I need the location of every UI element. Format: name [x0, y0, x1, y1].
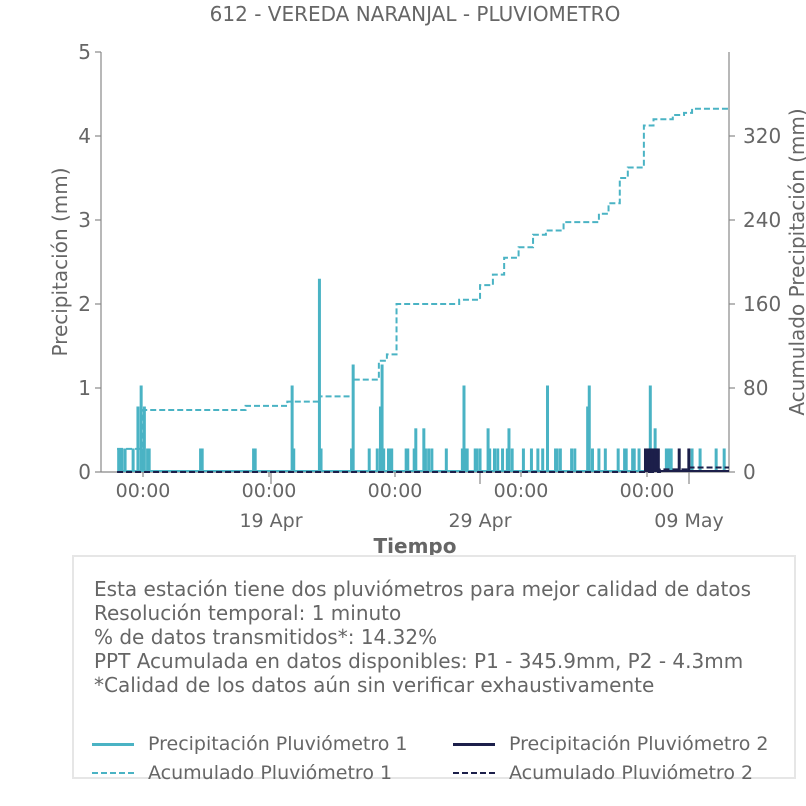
- x-axis-label: Tiempo: [374, 534, 457, 558]
- y-tick-label-left: 2: [78, 292, 91, 316]
- legend-item-acc2[interactable]: Acumulado Pluviómetro 2: [453, 759, 783, 787]
- legend-swatch-p2: [453, 743, 495, 746]
- y-tick-label-right: 240: [743, 208, 781, 232]
- y-tick-label-left: 4: [78, 124, 91, 148]
- info-line-transmitted: % de datos transmitidos*: 14.32%: [94, 625, 438, 649]
- x-tick-label-date: 09 May: [654, 510, 724, 532]
- chart-title: 612 - VEREDA NARANJAL - PLUVIOMETRO: [210, 2, 621, 26]
- accumulated-line-2: [117, 466, 729, 473]
- y-tick-label-right: 160: [743, 292, 781, 316]
- y-axis-left-label: Precipitación (mm): [48, 167, 72, 356]
- info-line-resolution: Resolución temporal: 1 minuto: [94, 601, 402, 625]
- y-tick-label-right: 0: [743, 460, 756, 484]
- y-tick-label-right: 320: [743, 124, 781, 148]
- y-tick-label-left: 3: [78, 208, 91, 232]
- legend-swatch-p1: [92, 743, 134, 746]
- legend-label-acc2: Acumulado Pluviómetro 2: [509, 762, 754, 784]
- legend-label-acc1: Acumulado Pluviómetro 1: [148, 762, 393, 784]
- y-tick-label-left: 1: [78, 376, 91, 400]
- legend-item-p1[interactable]: Precipitación Pluviómetro 1: [92, 730, 422, 758]
- y-tick-label-left: 5: [78, 40, 91, 64]
- legend-label-p1: Precipitación Pluviómetro 1: [148, 733, 408, 755]
- chart-area: 612 - VEREDA NARANJAL - PLUVIOMETRO 0 1 2 3…: [48, 2, 806, 558]
- info-line-dual-gauge: Esta estación tiene dos pluviómetros par…: [94, 577, 752, 601]
- legend-swatch-acc2: [453, 772, 495, 774]
- accumulated-line-1: [117, 107, 729, 450]
- x-tick-label-time: 00:00: [116, 480, 171, 502]
- info-line-accumulated: PPT Acumulada en datos disponibles: P1 -…: [94, 649, 744, 673]
- x-tick-label-time: 00:00: [620, 480, 675, 502]
- y-tick-label-right: 80: [743, 376, 768, 400]
- x-tick-label-time: 00:00: [368, 480, 423, 502]
- x-tick-label-date: 29 Apr: [448, 510, 511, 532]
- y-tick-label-left: 0: [78, 460, 91, 484]
- legend-label-p2: Precipitación Pluviómetro 2: [509, 733, 769, 755]
- legend-item-p2[interactable]: Precipitación Pluviómetro 2: [453, 730, 783, 758]
- legend-swatch-acc1: [92, 772, 134, 774]
- legend-item-acc1[interactable]: Acumulado Pluviómetro 1: [92, 759, 422, 787]
- info-box: Esta estación tiene dos pluviómetros par…: [72, 555, 796, 784]
- info-line-quality-note: *Calidad de los datos aún sin verificar …: [94, 673, 655, 697]
- x-tick-label-time: 00:00: [242, 480, 297, 502]
- x-tick-label-date: 19 Apr: [239, 510, 302, 532]
- x-tick-label-time: 00:00: [494, 480, 549, 502]
- y-axis-right-label: Acumulado Precipitación (mm): [785, 108, 806, 415]
